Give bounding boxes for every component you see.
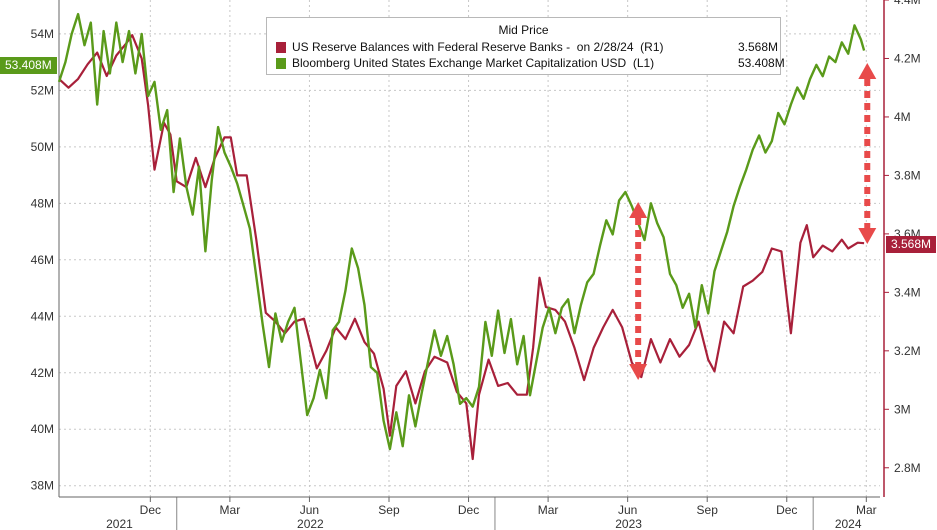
legend-market-cap-value: 53.408M [738, 56, 785, 70]
left-tick-label: 44M [31, 309, 54, 323]
right-tick-label: 2.8M [894, 461, 921, 475]
legend-reserves-label: US Reserve Balances with Federal Reserve… [292, 40, 664, 54]
x-tick-label: Dec [140, 503, 161, 517]
reserves-swatch-icon [276, 42, 286, 53]
left-tick-label: 38M [31, 479, 54, 493]
x-tick-label: Mar [856, 503, 877, 517]
market-cap-last-badge: 53.408M [0, 57, 57, 74]
right-tick-label: 4M [894, 110, 911, 124]
gap-arrow-2024-head-up [858, 63, 877, 79]
right-tick-label: 3.4M [894, 285, 921, 299]
x-tick-label: Jun [300, 503, 319, 517]
x-year-label: 2022 [297, 517, 324, 530]
x-tick-label: Mar [538, 503, 559, 517]
gap-arrow-2024-head-down [858, 228, 877, 244]
x-year-label: 2024 [835, 517, 862, 530]
x-tick-label: Sep [378, 503, 400, 517]
left-tick-label: 50M [31, 140, 54, 154]
legend-entry-reserves: US Reserve Balances with Federal Reserve… [276, 40, 778, 56]
left-tick-label: 48M [31, 196, 54, 210]
left-tick-label: 52M [31, 83, 54, 97]
gap-arrow-2023-head-down [629, 364, 648, 380]
x-year-label: 2023 [615, 517, 642, 530]
plot-background [59, 0, 880, 497]
right-tick-label: 3.8M [894, 168, 921, 182]
left-tick-label: 40M [31, 422, 54, 436]
right-tick-label: 4.2M [894, 51, 921, 65]
legend: Mid Price US Reserve Balances with Feder… [266, 17, 785, 75]
left-tick-label: 42M [31, 366, 54, 380]
x-tick-label: Dec [776, 503, 797, 517]
gap-arrow-2023-head-up [629, 202, 648, 218]
legend-reserves-value: 3.568M [738, 40, 779, 54]
left-tick-label: 46M [31, 253, 54, 267]
right-tick-label: 3.2M [894, 344, 921, 358]
legend-entry-market-cap: Bloomberg United States Exchange Market … [276, 56, 785, 72]
left-tick-label: 54M [31, 27, 54, 41]
market-cap-swatch-icon [276, 58, 286, 69]
legend-market-cap-label: Bloomberg United States Exchange Market … [292, 56, 655, 70]
market-cap-line [57, 12, 866, 451]
x-tick-label: Sep [697, 503, 719, 517]
x-tick-label: Mar [220, 503, 241, 517]
right-tick-label: 3M [894, 402, 911, 416]
legend-title: Mid Price [498, 23, 549, 37]
reserves-last-badge: 3.568M [886, 236, 937, 253]
x-year-label: 2021 [106, 517, 133, 530]
right-tick-label: 4.4M [894, 0, 921, 7]
x-tick-label: Dec [458, 503, 479, 517]
x-tick-label: Jun [618, 503, 637, 517]
